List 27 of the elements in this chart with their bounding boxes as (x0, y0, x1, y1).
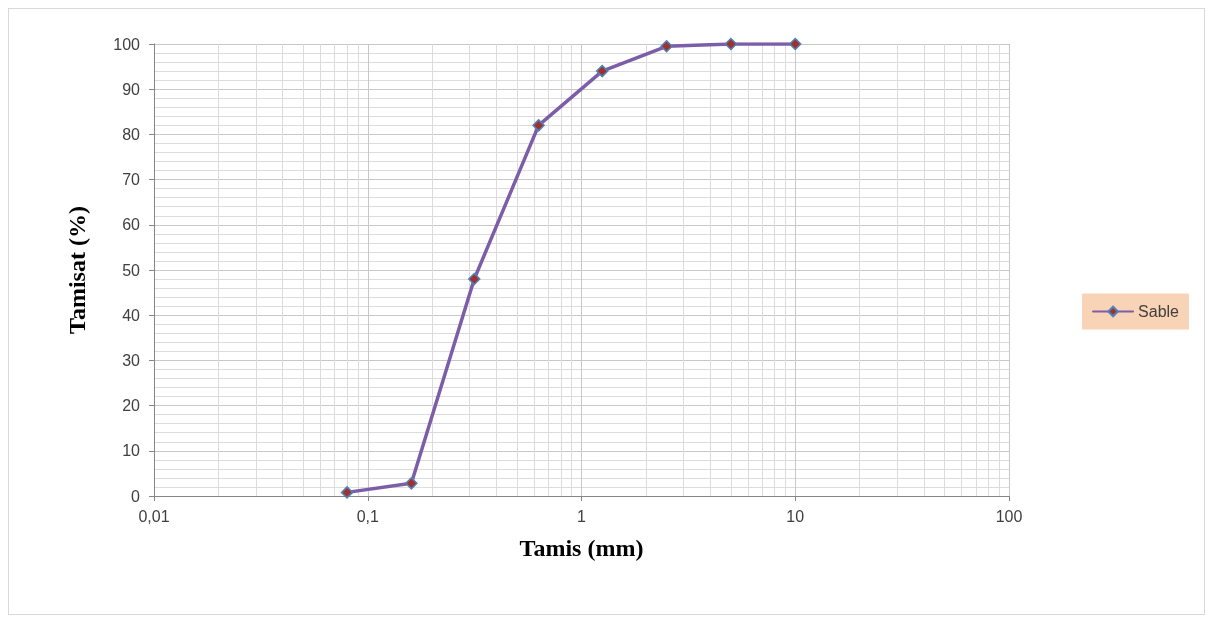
y-tick-label: 90 (122, 80, 141, 98)
y-tick-label: 0 (131, 487, 141, 505)
y-tick-label: 20 (122, 397, 141, 415)
x-tick-label: 0,01 (138, 507, 170, 525)
y-tick-label: 80 (122, 125, 141, 143)
point (724, 37, 738, 51)
y-tick-label: 60 (122, 216, 141, 234)
x-tick-label: 1 (577, 507, 587, 525)
y-tick-label: 100 (113, 35, 141, 53)
point (660, 40, 673, 53)
y-tick-label: 10 (122, 442, 141, 460)
y-tick-label: 30 (122, 351, 141, 369)
point (405, 477, 418, 490)
x-axis-title: Tamis (mm) (519, 535, 644, 561)
x-tick-label: 10 (786, 507, 805, 525)
x-tick-label: 0,1 (356, 507, 379, 525)
x-tick-label: 100 (995, 507, 1023, 525)
legend-label: Sable (1138, 303, 1180, 320)
point (789, 37, 802, 51)
point (468, 272, 481, 286)
point (532, 119, 545, 132)
point (340, 486, 354, 499)
y-tick-label: 70 (122, 171, 141, 189)
y-tick-label: 40 (122, 306, 141, 324)
y-tick-label: 50 (122, 261, 141, 279)
point (595, 64, 609, 78)
y-axis-title: Tamisat (%) (64, 206, 90, 334)
